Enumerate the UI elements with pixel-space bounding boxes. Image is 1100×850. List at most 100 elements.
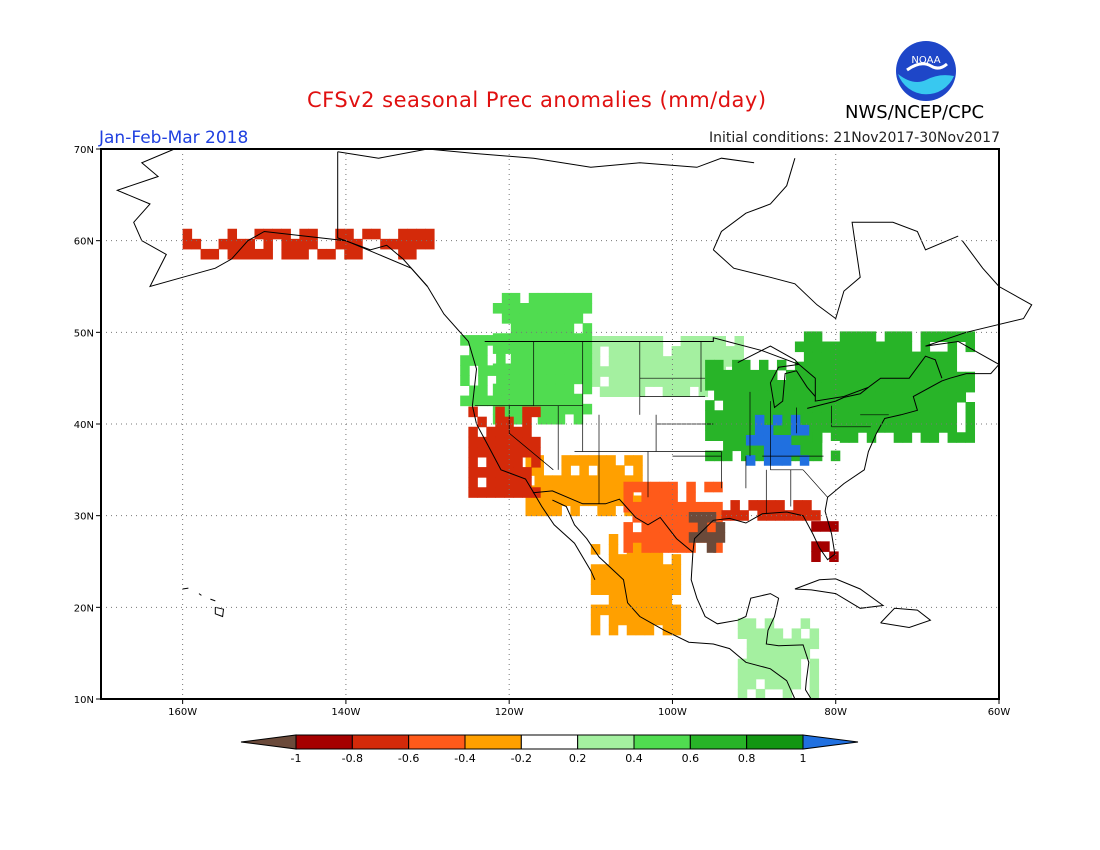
anomaly-cell (608, 376, 619, 387)
anomaly-cell (746, 638, 757, 650)
colorbar-segment (633, 734, 691, 750)
coastline (532, 490, 694, 553)
anomaly-cell (782, 638, 793, 650)
anomaly-cell (486, 467, 496, 478)
anomaly-cell (519, 333, 530, 344)
anomaly-cell (478, 335, 488, 346)
anomaly-cell (746, 648, 757, 660)
anomaly-cell (653, 376, 664, 387)
anomaly-cell (857, 422, 868, 433)
coastlines (115, 148, 1033, 700)
anomaly-region (468, 406, 541, 498)
anomaly-cell (803, 351, 814, 363)
anomaly-cell (866, 391, 877, 403)
anomaly-cell (510, 343, 521, 354)
anomaly-cell (495, 477, 505, 488)
anomaly-cell (790, 424, 801, 436)
anomaly-cell (644, 346, 655, 357)
anomaly-cell (468, 436, 478, 448)
anomaly-cell (848, 432, 859, 443)
anomaly-cell (582, 323, 593, 334)
coastline (427, 286, 596, 581)
anomaly-cell (510, 363, 521, 375)
anomaly-cell (746, 628, 757, 639)
anomaly-cell (486, 487, 496, 498)
anomaly-cell (653, 346, 664, 357)
anomaly-cell (785, 380, 796, 391)
anomaly-cell (617, 594, 628, 606)
anomaly-cell (599, 584, 610, 595)
anomaly-cell (608, 614, 619, 626)
anomaly-cell (317, 248, 327, 260)
anomaly-cell (781, 455, 792, 466)
anomaly-cell (606, 455, 616, 466)
anomaly-cell (510, 303, 521, 314)
anomaly-cell (734, 346, 744, 357)
anomaly-cell (588, 485, 598, 496)
anomaly-cell (737, 678, 748, 690)
anomaly-cell (633, 475, 643, 486)
anomaly-cell (543, 475, 553, 486)
anomaly-cell (513, 426, 523, 438)
anomaly-cell (519, 323, 530, 334)
anomaly-cell (677, 501, 687, 513)
anomaly-cell (617, 386, 628, 397)
colorbar-segment (464, 734, 522, 750)
anomaly-region (745, 414, 810, 466)
anomaly-cell (893, 412, 904, 423)
anomaly-cell (705, 400, 715, 411)
anomaly-cell (811, 541, 821, 552)
coastline (182, 587, 189, 590)
anomaly-cell (884, 341, 895, 353)
anomaly-cell (830, 361, 841, 373)
anomaly-cell (281, 238, 291, 250)
anomaly-cell (730, 500, 740, 511)
anomaly-cell (537, 383, 548, 395)
anomaly-cell (537, 353, 548, 364)
anomaly-cell (662, 584, 673, 595)
anomaly-cell (398, 248, 408, 260)
anomaly-cell (477, 416, 487, 428)
anomaly-cell (308, 228, 318, 240)
anomaly-cell (697, 522, 708, 533)
anomaly-cell (552, 475, 562, 486)
anomaly-cell (893, 361, 904, 373)
anomaly-cell (555, 303, 566, 314)
anomaly-cell (564, 323, 575, 334)
anomaly-cell (272, 228, 282, 240)
anomaly-cell (920, 402, 931, 413)
anomaly-cell (487, 335, 497, 346)
anomaly-cell (758, 359, 769, 371)
anomaly-region (182, 228, 435, 260)
anomaly-cell (821, 381, 832, 393)
anomaly-cell (635, 564, 646, 575)
anomaly-cell (723, 450, 733, 462)
anomaly-cell (938, 402, 949, 413)
anomaly-cell (582, 353, 593, 364)
anomaly-cell (478, 385, 488, 397)
colorbar-segment (295, 734, 353, 750)
anomaly-cell (460, 395, 470, 407)
anomaly-cell (590, 544, 601, 555)
anomaly-cell (519, 313, 530, 324)
anomaly-region (811, 521, 839, 562)
anomaly-cell (590, 356, 601, 367)
anomaly-cell (713, 512, 723, 523)
anomaly-cell (741, 380, 751, 391)
anomaly-cell (487, 395, 497, 407)
anomaly-cell (653, 554, 664, 565)
coastline (712, 158, 796, 251)
anomaly-cell (623, 532, 633, 543)
anomaly-cell (227, 228, 238, 240)
anomaly-cell (741, 400, 751, 411)
anomaly-cell (764, 618, 775, 629)
anomaly-cell (884, 381, 895, 393)
anomaly-cell (531, 436, 541, 448)
anomaly-cell (635, 376, 646, 387)
anomaly-cell (662, 366, 673, 377)
anomaly-cell (829, 551, 839, 562)
coastline (880, 607, 932, 629)
anomaly-cell (938, 381, 949, 393)
anomaly-cell (468, 477, 478, 488)
